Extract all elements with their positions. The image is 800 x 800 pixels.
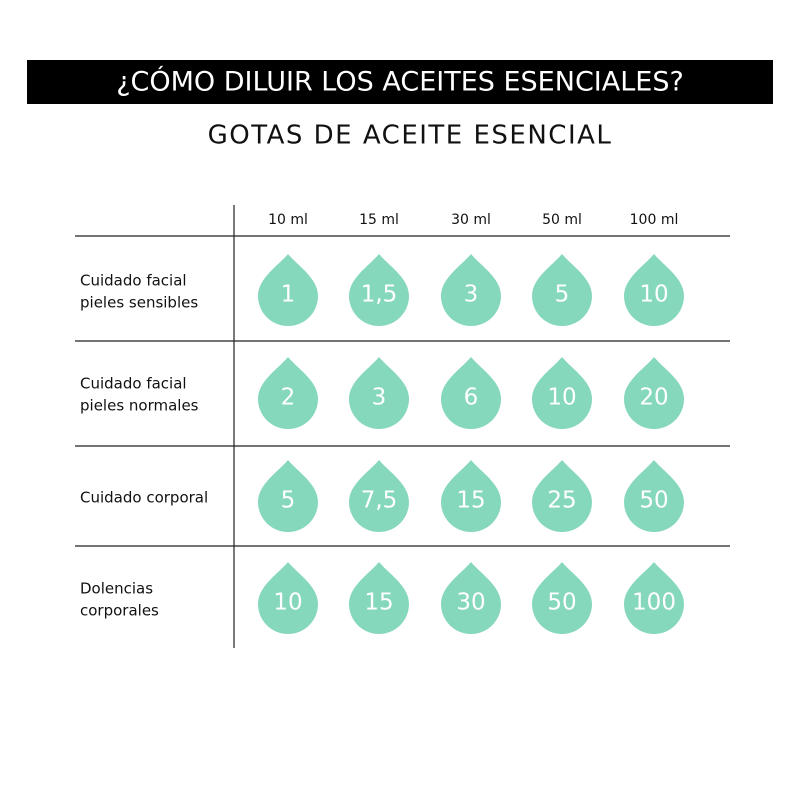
drop [441, 562, 501, 634]
drop-value: 1 [281, 282, 296, 308]
drop-value: 7,5 [361, 488, 398, 514]
column-header: 100 ml [630, 212, 679, 228]
drop [258, 357, 318, 429]
drop-value: 10 [273, 590, 302, 616]
drop [624, 562, 684, 634]
row-label: Dolencias [80, 580, 153, 598]
drop [349, 357, 409, 429]
column-header: 50 ml [542, 212, 582, 228]
title-bar [27, 60, 773, 104]
row-label: Cuidado facial [80, 272, 187, 290]
drop-value: 6 [464, 385, 479, 411]
drop-value: 3 [464, 282, 479, 308]
column-header: 15 ml [359, 212, 399, 228]
drop-value: 50 [639, 488, 668, 514]
drop [258, 562, 318, 634]
drop-value: 100 [632, 590, 676, 616]
drop [624, 460, 684, 532]
drop-value: 5 [555, 282, 570, 308]
drop [349, 254, 409, 326]
title: ¿CÓMO DILUIR LOS ACEITES ESENCIALES? [116, 66, 684, 98]
drop-value: 10 [639, 282, 668, 308]
column-header: 10 ml [268, 212, 308, 228]
drop-value: 30 [456, 590, 485, 616]
subtitle: GOTAS DE ACEITE ESENCIAL [208, 121, 613, 151]
drop [532, 254, 592, 326]
drop [441, 460, 501, 532]
drop [349, 562, 409, 634]
drop [624, 254, 684, 326]
drop [258, 254, 318, 326]
drop [532, 460, 592, 532]
row-label: Cuidado corporal [80, 489, 208, 507]
drop-value: 15 [364, 590, 393, 616]
row-label: corporales [80, 602, 159, 620]
drop [532, 357, 592, 429]
drop-value: 15 [456, 488, 485, 514]
column-header: 30 ml [451, 212, 491, 228]
drop [532, 562, 592, 634]
row-label: pieles sensibles [80, 294, 198, 312]
drop-value: 2 [281, 385, 296, 411]
drop [441, 357, 501, 429]
drop-value: 25 [547, 488, 576, 514]
drop [349, 460, 409, 532]
drop [441, 254, 501, 326]
drop-value: 20 [639, 385, 668, 411]
drop [624, 357, 684, 429]
drop-value: 1,5 [361, 282, 398, 308]
drop [258, 460, 318, 532]
drop-value: 10 [547, 385, 576, 411]
drop-value: 5 [281, 488, 296, 514]
row-label: pieles normales [80, 397, 199, 415]
row-label: Cuidado facial [80, 375, 187, 393]
drop-value: 3 [372, 385, 387, 411]
drop-value: 50 [547, 590, 576, 616]
